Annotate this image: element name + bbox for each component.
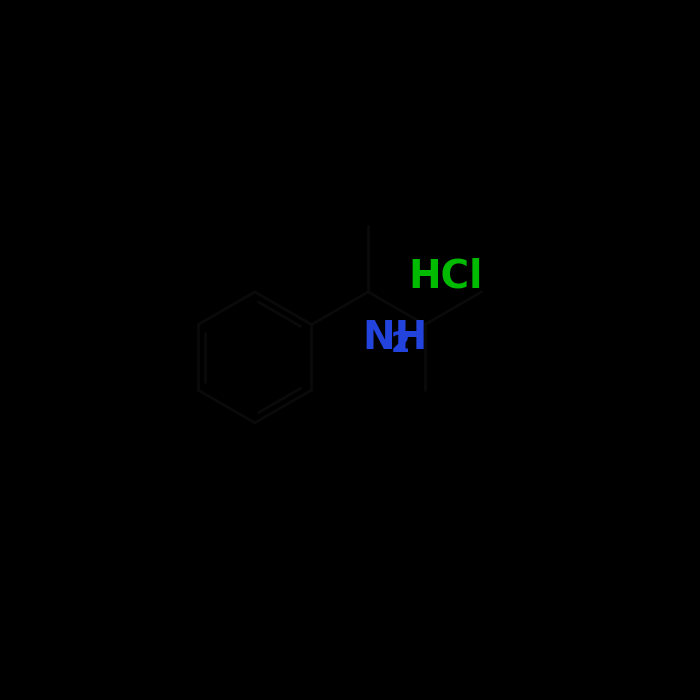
Text: NH: NH: [363, 319, 428, 357]
Text: HCl: HCl: [409, 258, 483, 295]
Text: 2: 2: [391, 330, 409, 358]
